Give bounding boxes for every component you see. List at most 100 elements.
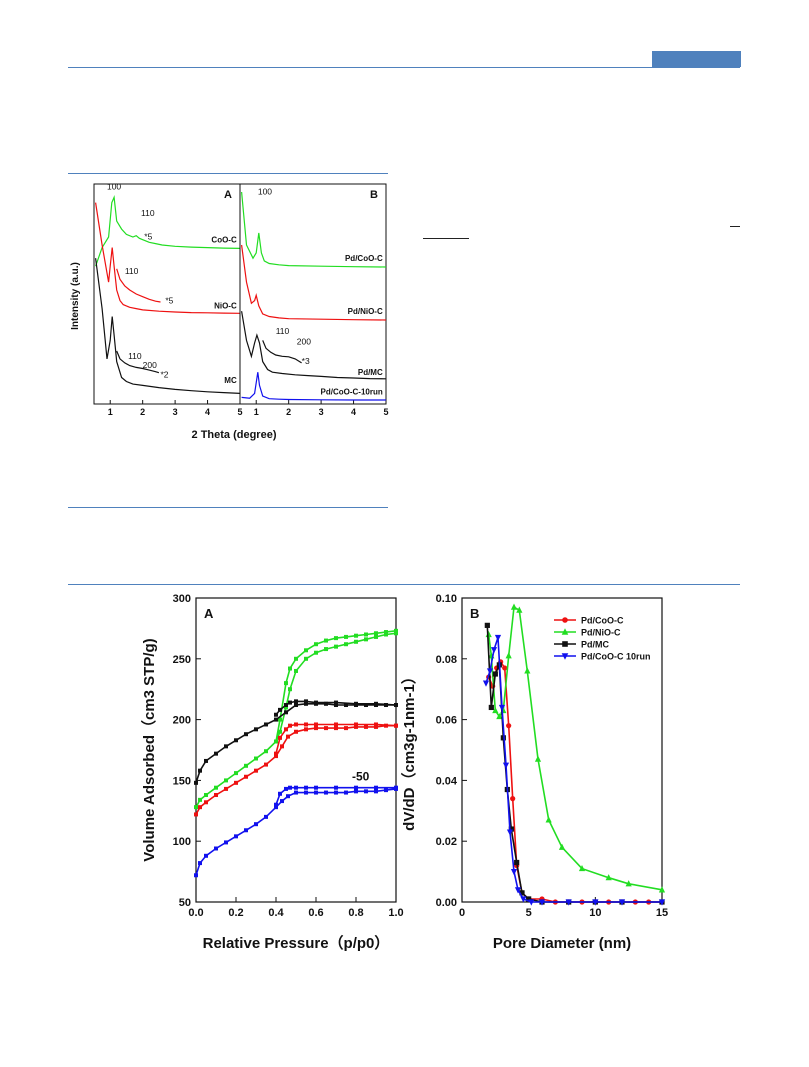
xrd-annotation: *5 (144, 232, 152, 242)
xrd-series-line (241, 244, 387, 321)
isotherm-x-tick-label: 0.2 (228, 907, 243, 919)
isotherm-point (324, 726, 328, 731)
isotherm-x-tick-label: 0.0 (188, 907, 203, 919)
xrd-annotation: 200 (143, 360, 157, 370)
pore-point (562, 617, 568, 623)
xrd-tick-label: 2 (140, 407, 145, 417)
pore-point (510, 603, 518, 610)
isotherm-x-tick-label: 0.8 (348, 907, 363, 919)
isotherm-y-tick-label: 150 (173, 775, 191, 787)
isotherm-point (294, 785, 298, 790)
pore-point (618, 899, 626, 906)
isotherm-point (334, 790, 338, 795)
isotherm-point (244, 774, 248, 779)
isotherm-point (264, 814, 268, 819)
isotherm-point (286, 794, 290, 799)
isotherm-point (204, 800, 208, 805)
isotherm-point (274, 739, 278, 744)
isotherm-point (198, 768, 202, 773)
xrd-tick-label: 2 (286, 407, 291, 417)
pore-point (514, 859, 520, 866)
isotherm-point (284, 703, 288, 708)
isotherm-point (394, 723, 398, 728)
xrd-series-line (116, 268, 161, 303)
pore-point (625, 880, 632, 887)
isotherm-point (274, 712, 278, 717)
pore-point (605, 874, 612, 881)
pore-point (516, 606, 523, 613)
isotherm-point (254, 756, 258, 761)
pore-point (490, 647, 498, 654)
isotherm-y-tick-label: 50 (179, 897, 191, 909)
pore-legend: Pd/CoO-C Pd/NiO-C Pd/MC Pd/CoO-C 10run (554, 616, 651, 662)
pore-point (538, 899, 546, 906)
isotherm-point (194, 780, 198, 785)
isotherm-point (354, 701, 358, 706)
isotherm-point (314, 790, 318, 795)
xrd-series-line (241, 311, 387, 380)
isotherm-point (198, 805, 202, 810)
pore-point (520, 896, 527, 903)
xrd-series-line (95, 202, 241, 314)
xrd-annotation: *3 (302, 356, 310, 366)
isotherm-point (244, 828, 248, 833)
pore-distribution-figure: 0 5 10 15 0.00 0.02 0.04 0.06 0.08 0.10 B Pd/CoO-C P… (396, 588, 686, 968)
pore-legend-label: Pd/NiO-C (581, 628, 621, 638)
isotherm-point (214, 846, 218, 851)
pore-point (494, 634, 502, 642)
pore-legend-label: Pd/MC (581, 640, 609, 650)
isotherm-point (294, 656, 298, 661)
pore-legend-label: Pd/CoO-C (581, 616, 624, 626)
isotherm-point (284, 705, 288, 710)
isotherm-point (324, 790, 328, 795)
pore-ylabel: dV/dD（cm3g-1nm-1） (400, 669, 418, 831)
pore-point (496, 712, 503, 720)
figure2-top-rule (68, 584, 740, 585)
pore-point (578, 864, 586, 872)
pore-y-tick-label: 0.06 (436, 715, 457, 727)
pore-point (526, 896, 532, 902)
xrd-frame (239, 183, 387, 405)
pore-x-tick-label: 0 (459, 907, 465, 919)
xrd-series-line (262, 340, 302, 364)
isotherm-point (334, 644, 338, 649)
figure1-top-rule (68, 173, 388, 174)
pore-point (502, 665, 508, 671)
isotherm-point (274, 802, 278, 807)
isotherm-svg: 0.0 0.2 0.4 0.6 0.8 1.0 50 100 150 200 250 300 A -50 R… (140, 593, 404, 952)
xrd-tick-label: 3 (173, 407, 178, 417)
isotherm-point (334, 703, 338, 708)
xrd-annotation: *5 (165, 295, 173, 305)
pore-legend-label: Pd/CoO-C 10run (581, 652, 651, 662)
isotherm-y-tick-label: 250 (173, 654, 191, 666)
isotherm-point (294, 729, 298, 734)
isotherm-point (214, 792, 218, 797)
text-underline (423, 238, 469, 239)
pore-y-tick-label: 0.04 (436, 775, 458, 787)
xrd-tick-label: 1 (108, 407, 113, 417)
isotherm-point (244, 732, 248, 737)
xrd-panel-label: A (224, 189, 232, 201)
isotherm-point (374, 785, 378, 790)
pore-y-tick-label: 0.08 (436, 654, 457, 666)
pore-x-tick-label: 5 (526, 907, 532, 919)
isotherm-point (324, 638, 328, 643)
isotherm-point (274, 751, 278, 756)
isotherm-point (304, 656, 308, 661)
pore-xlabel: Pore Diameter (nm) (493, 935, 631, 952)
pore-point (505, 652, 512, 659)
isotherm-point (304, 790, 308, 795)
pore-point (561, 653, 569, 660)
pore-point (488, 704, 494, 711)
header-tab-block (652, 51, 741, 67)
pore-y-tick-label: 0.10 (436, 593, 457, 605)
pore-point (658, 899, 666, 906)
pore-point (506, 829, 514, 836)
pore-x-tick-label: 10 (589, 907, 601, 919)
isotherm-point (324, 647, 328, 652)
isotherm-point (394, 785, 398, 790)
isotherm-point (374, 724, 378, 729)
isotherm-point (194, 805, 198, 810)
xrd-tick-label: 3 (319, 407, 324, 417)
